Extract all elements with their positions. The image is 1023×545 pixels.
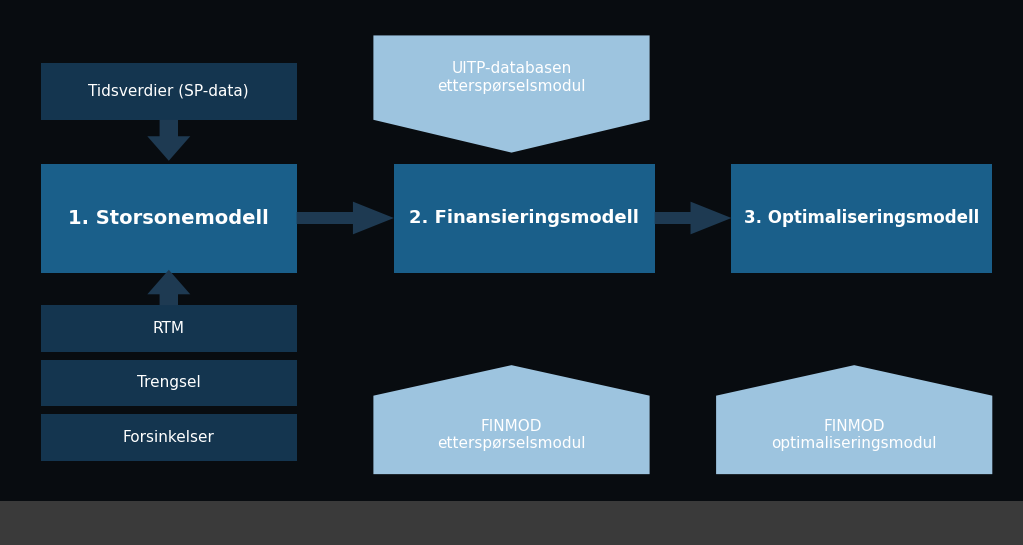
Text: Tidsverdier (SP-data): Tidsverdier (SP-data) <box>88 84 250 99</box>
FancyBboxPatch shape <box>41 63 297 120</box>
FancyArrow shape <box>297 202 394 234</box>
FancyBboxPatch shape <box>41 305 297 352</box>
Text: RTM: RTM <box>152 321 185 336</box>
Text: 1. Storsonemodell: 1. Storsonemodell <box>69 209 269 227</box>
FancyArrow shape <box>147 270 190 305</box>
FancyArrow shape <box>147 120 190 161</box>
Text: Trengsel: Trengsel <box>137 376 201 390</box>
Text: FINMOD
optimaliseringsmodul: FINMOD optimaliseringsmodul <box>771 419 937 451</box>
FancyBboxPatch shape <box>394 164 655 272</box>
Polygon shape <box>373 365 650 474</box>
Text: FINMOD
etterspørselsmodul: FINMOD etterspørselsmodul <box>437 419 586 451</box>
Text: UITP-databasen
etterspørselsmodul: UITP-databasen etterspørselsmodul <box>437 62 586 94</box>
FancyArrow shape <box>655 202 731 234</box>
FancyBboxPatch shape <box>41 164 297 272</box>
Text: Forsinkelser: Forsinkelser <box>123 430 215 445</box>
Text: 2. Finansieringsmodell: 2. Finansieringsmodell <box>409 209 639 227</box>
Bar <box>0 501 1023 545</box>
FancyBboxPatch shape <box>41 360 297 406</box>
FancyBboxPatch shape <box>731 164 992 272</box>
Polygon shape <box>373 35 650 153</box>
Text: 3. Optimaliseringsmodell: 3. Optimaliseringsmodell <box>745 209 979 227</box>
FancyBboxPatch shape <box>41 414 297 461</box>
Polygon shape <box>716 365 992 474</box>
